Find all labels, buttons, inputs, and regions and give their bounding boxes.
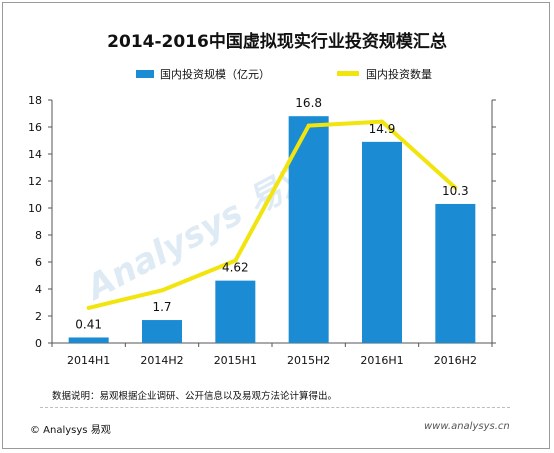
bar (362, 141, 402, 343)
chart-title: 2014-2016中国虚拟现实行业投资规模汇总 (107, 31, 447, 52)
legend-label-line: 国内投资数量 (366, 67, 432, 81)
x-tick-label: 2016H1 (360, 354, 403, 367)
legend-swatch-bar (136, 70, 154, 78)
bar-data-label: 0.41 (75, 317, 102, 331)
x-tick-label: 2014H1 (67, 354, 110, 367)
x-tick-label: 2016H2 (434, 354, 477, 367)
site-watermark: www.analysys.cn (424, 421, 510, 432)
y-tick-label: 4 (35, 283, 42, 296)
line-point (453, 185, 458, 190)
x-tick-label: 2014H2 (140, 354, 183, 367)
x-tick-label: 2015H2 (287, 354, 330, 367)
line-point (380, 119, 384, 124)
chart-frame (2, 2, 550, 449)
bar-data-label: 16.8 (295, 96, 322, 110)
line-point (233, 258, 238, 263)
bar-data-label: 14.9 (369, 122, 396, 136)
copyright-text: © Analysys 易观 (30, 425, 111, 436)
y-tick-label: 10 (28, 202, 42, 215)
bar (142, 320, 182, 343)
line-series (88, 119, 457, 310)
watermark-text: Analysys 易观 (78, 153, 324, 309)
y-tick-label: 14 (28, 148, 42, 161)
line-point (306, 123, 311, 128)
bar (435, 203, 476, 343)
bar-data-label: 10.3 (442, 184, 469, 198)
bar-data-label: 1.7 (152, 300, 171, 314)
y-tick-label: 2 (35, 310, 42, 323)
line-point (86, 305, 91, 310)
data-note: 数据说明：易观根据企业调研、公开信息以及易观方法论计算得出。 (52, 391, 338, 402)
legend-label-bar: 国内投资规模（亿元） (160, 67, 270, 81)
bar (68, 337, 109, 343)
legend-swatch-line (337, 71, 359, 76)
bar-data-label: 4.62 (222, 261, 249, 275)
y-tick-label: 16 (28, 121, 42, 134)
y-tick-label: 8 (35, 229, 42, 242)
y-tick-label: 6 (35, 256, 42, 269)
y-tick-label: 0 (35, 337, 42, 350)
y-tick-label: 12 (28, 175, 42, 188)
y-tick-label: 18 (28, 94, 42, 107)
line-point (160, 288, 164, 293)
note-divider (40, 407, 510, 408)
bar (215, 280, 256, 343)
x-tick-label: 2015H1 (214, 354, 257, 367)
